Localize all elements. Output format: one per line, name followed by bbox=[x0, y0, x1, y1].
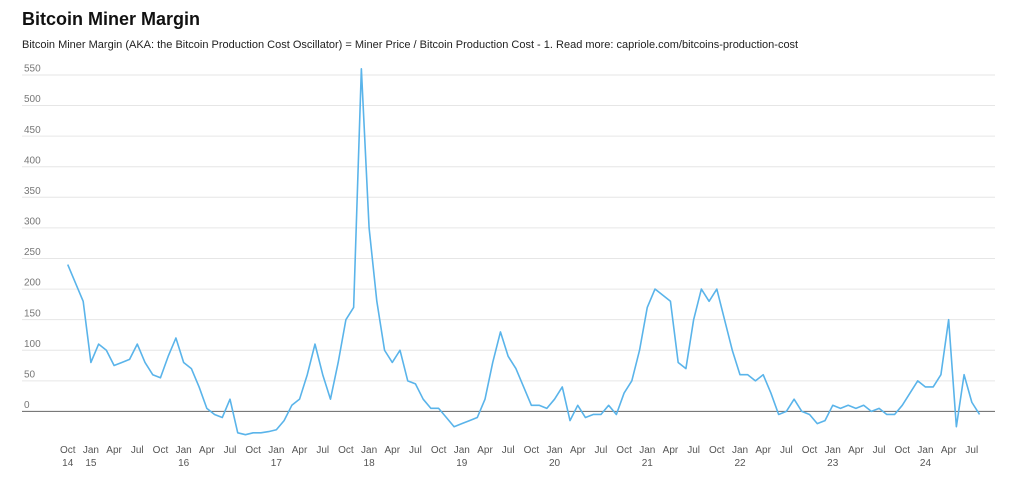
x-tick-label: Apr bbox=[755, 445, 771, 456]
x-tick-label: Apr bbox=[848, 445, 864, 456]
x-tick-label: Jul bbox=[687, 445, 701, 456]
x-tick-label: Oct 14 bbox=[59, 445, 76, 469]
x-tick-label: Apr bbox=[384, 445, 401, 456]
x-tick-label: Jul bbox=[872, 445, 886, 456]
y-tick-label: 300 bbox=[24, 217, 41, 228]
x-tick-label: Oct bbox=[709, 445, 725, 456]
y-tick-label: 350 bbox=[24, 186, 41, 197]
x-tick-label: Apr bbox=[662, 445, 679, 456]
chart-subtitle: Bitcoin Miner Margin (AKA: the Bitcoin P… bbox=[22, 39, 798, 51]
x-tick-label: Jan 18 bbox=[361, 445, 378, 469]
x-tick-label: Jul bbox=[501, 445, 515, 456]
x-tick-label: Jul bbox=[594, 445, 608, 456]
x-tick-label: Apr bbox=[569, 445, 586, 456]
x-tick-label: Oct bbox=[894, 445, 911, 456]
y-tick-label: 150 bbox=[24, 308, 41, 319]
x-tick-label: Oct bbox=[801, 445, 818, 456]
y-tick-label: 500 bbox=[24, 94, 41, 105]
x-tick-label: Jan 21 bbox=[639, 445, 656, 469]
y-tick-label: 400 bbox=[24, 155, 41, 166]
x-tick-label: Apr bbox=[291, 445, 308, 456]
x-tick-label: Jan 24 bbox=[917, 445, 934, 469]
x-tick-label: Jan 16 bbox=[175, 445, 192, 469]
x-tick-label: Jan 23 bbox=[824, 445, 841, 469]
chart-title: Bitcoin Miner Margin bbox=[22, 9, 200, 29]
y-tick-label: 200 bbox=[24, 278, 41, 289]
x-tick-label: Apr bbox=[477, 445, 493, 456]
x-tick-label: Jan 22 bbox=[731, 445, 749, 469]
y-tick-label: 250 bbox=[24, 247, 41, 258]
x-tick-label: Jul bbox=[223, 445, 237, 456]
y-tick-label: 0 bbox=[24, 400, 30, 411]
x-tick-label: Oct bbox=[616, 445, 632, 456]
x-tick-label: Oct bbox=[245, 445, 261, 456]
y-tick-label: 550 bbox=[24, 64, 41, 75]
x-tick-label: Jan 17 bbox=[268, 445, 285, 469]
x-tick-label: Jul bbox=[316, 445, 330, 456]
x-tick-label: Jul bbox=[130, 445, 144, 456]
y-tick-label: 450 bbox=[24, 125, 41, 136]
y-tick-label: 50 bbox=[24, 369, 36, 380]
x-tick-label: Apr bbox=[106, 445, 122, 456]
x-tick-label: Oct bbox=[430, 445, 447, 456]
x-tick-label: Apr bbox=[940, 445, 957, 456]
x-tick-label: Jan 15 bbox=[82, 445, 99, 469]
data-line bbox=[66, 68, 981, 436]
x-tick-label: Apr bbox=[199, 445, 215, 456]
x-tick-label: Oct bbox=[523, 445, 540, 456]
x-tick-label: Jul bbox=[965, 445, 979, 456]
x-tick-label: Oct bbox=[338, 445, 354, 456]
x-tick-label: Jul bbox=[409, 445, 422, 456]
y-tick-label: 100 bbox=[24, 339, 41, 350]
x-tick-label: Oct bbox=[152, 445, 169, 456]
x-tick-label: Jan 19 bbox=[453, 445, 470, 469]
x-tick-label: Jul bbox=[779, 445, 793, 456]
x-tick-label: Jan 20 bbox=[546, 445, 563, 469]
